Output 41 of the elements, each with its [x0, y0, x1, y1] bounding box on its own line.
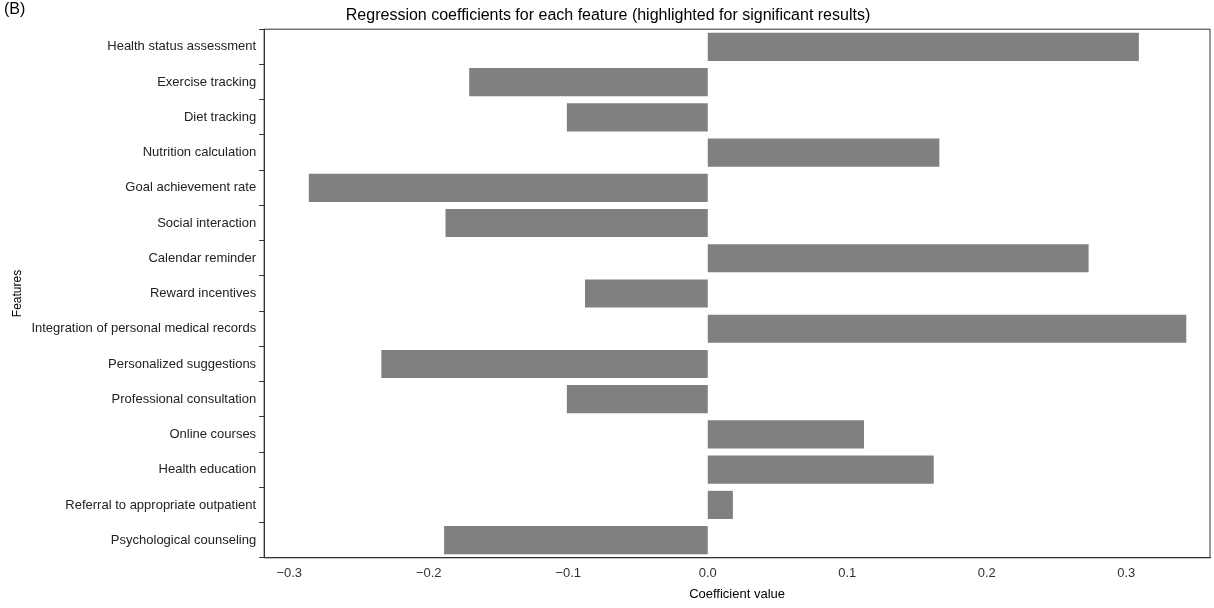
- y-tick-label: Health education: [158, 461, 257, 477]
- chart-title: Regression coefficients for each feature (highlighted for significant results): [345, 6, 871, 24]
- bar: [381, 349, 708, 379]
- bar: [707, 32, 1139, 61]
- y-tick-label: Calendar reminder: [148, 249, 257, 265]
- bar: [469, 67, 708, 97]
- y-tick-label: Nutrition calculation: [142, 144, 257, 160]
- bar: [566, 103, 708, 132]
- bar: [707, 244, 1089, 273]
- y-tick-label: Online courses: [169, 426, 257, 442]
- x-tick-label: −0.1: [555, 565, 582, 581]
- y-tick-label: Goal achievement rate: [125, 179, 257, 195]
- y-tick-label: Integration of personal medical records: [31, 320, 257, 336]
- x-tick-label: −0.2: [415, 565, 442, 581]
- x-axis-title: Coefficient value: [689, 585, 785, 601]
- bar: [707, 420, 865, 449]
- bar: [707, 314, 1187, 343]
- y-tick-label: Psychological counseling: [110, 531, 257, 547]
- x-tick-label: −0.3: [276, 565, 303, 581]
- x-tick-label: 0.0: [698, 565, 717, 581]
- bar: [445, 208, 708, 238]
- x-tick-label: 0.3: [1117, 565, 1136, 581]
- bar: [444, 526, 708, 555]
- y-tick-label: Reward incentives: [149, 285, 257, 301]
- y-tick-label: Health status assessment: [107, 38, 257, 54]
- bar: [707, 490, 733, 520]
- y-tick-label: Exercise tracking: [157, 73, 257, 89]
- y-tick-label: Personalized suggestions: [107, 355, 257, 371]
- bar: [308, 173, 708, 202]
- bar: [707, 455, 934, 484]
- x-tick-label: 0.1: [838, 565, 857, 581]
- y-axis-title: Features: [9, 269, 24, 318]
- y-tick-label: Diet tracking: [183, 108, 257, 124]
- bar: [707, 138, 940, 167]
- bar: [585, 279, 708, 308]
- y-tick-label: Social interaction: [157, 214, 257, 230]
- text: (B): [4, 0, 26, 18]
- y-tick-label: Professional consultation: [111, 390, 257, 406]
- y-tick-label: Referral to appropriate outpatient: [65, 496, 257, 512]
- x-tick-label: 0.2: [977, 565, 996, 581]
- bar: [566, 385, 708, 414]
